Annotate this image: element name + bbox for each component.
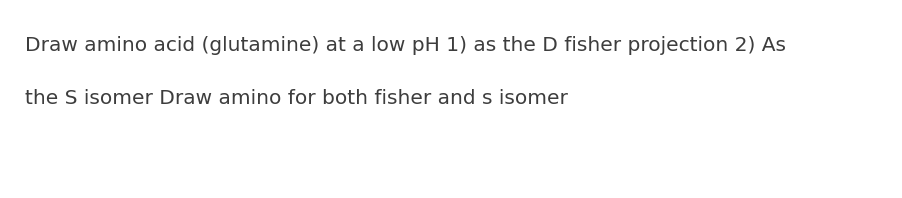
Text: Draw amino acid (glutamine) at a low pH 1) as the D fisher projection 2) As: Draw amino acid (glutamine) at a low pH … <box>25 36 786 55</box>
Text: the S isomer Draw amino for both fisher and s isomer: the S isomer Draw amino for both fisher … <box>25 89 567 109</box>
